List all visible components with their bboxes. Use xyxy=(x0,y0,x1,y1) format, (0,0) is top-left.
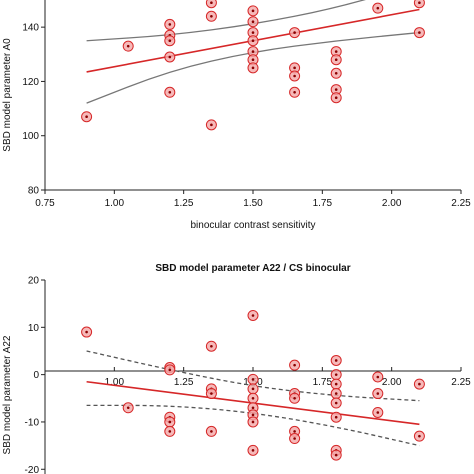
data-point xyxy=(330,378,342,390)
data-point xyxy=(372,2,384,14)
data-point xyxy=(330,46,342,58)
data-point xyxy=(247,35,259,47)
x-tick-label: 1.00 xyxy=(105,377,125,388)
data-point xyxy=(205,388,217,400)
y-tick-label: 0 xyxy=(33,370,39,381)
data-point xyxy=(330,397,342,409)
x-tick-label: 2.25 xyxy=(451,198,471,209)
data-point xyxy=(205,340,217,352)
data-point xyxy=(164,364,176,376)
x-tick-label: 2.00 xyxy=(382,377,402,388)
data-point xyxy=(413,430,425,442)
x-tick-label: 0.75 xyxy=(35,198,55,209)
data-point xyxy=(372,371,384,383)
data-point xyxy=(122,402,134,414)
data-point xyxy=(247,373,259,385)
data-point xyxy=(247,27,259,39)
chart-a22: SBD model parameter A22 / CS binocular 2… xyxy=(2,263,471,474)
data-point xyxy=(330,354,342,366)
data-point xyxy=(330,92,342,104)
y-ticks: 80 100 120 140 xyxy=(22,23,45,197)
x-tick-label: 2.25 xyxy=(451,377,471,388)
data-point xyxy=(247,444,259,456)
chart-a0: 80 100 120 140 0.75 1.00 1.25 1.50 1.75 2.00 2.25… xyxy=(2,0,471,231)
data-point xyxy=(330,67,342,79)
data-point xyxy=(164,86,176,98)
x-ticks: 0.75 1.00 1.25 1.50 1.75 2.00 2.25 xyxy=(35,190,471,209)
data-point xyxy=(247,16,259,28)
data-point xyxy=(372,388,384,400)
y-tick-label: 120 xyxy=(22,77,39,88)
x-tick-label: 1.75 xyxy=(313,377,333,388)
data-points xyxy=(81,0,425,131)
data-point xyxy=(372,406,384,418)
data-point xyxy=(164,18,176,30)
data-point xyxy=(413,27,425,39)
data-point xyxy=(413,0,425,9)
data-point xyxy=(247,383,259,395)
y-axis-label: SBD model parameter A22 xyxy=(2,335,13,454)
x-tick-label: 1.25 xyxy=(174,198,194,209)
data-point xyxy=(330,54,342,66)
data-point xyxy=(330,369,342,381)
chart-title: SBD model parameter A22 / CS binocular xyxy=(155,263,350,274)
y-tick-label: 80 xyxy=(28,186,40,197)
x-tick-label: 1.00 xyxy=(105,198,125,209)
y-tick-label: 140 xyxy=(22,23,39,34)
data-point xyxy=(247,62,259,74)
data-point xyxy=(289,62,301,74)
data-point xyxy=(413,378,425,390)
data-point xyxy=(289,70,301,82)
data-point xyxy=(164,416,176,428)
data-point xyxy=(164,35,176,47)
data-point xyxy=(330,411,342,423)
x-tick-label: 1.25 xyxy=(174,377,194,388)
x-tick-label: 1.75 xyxy=(313,198,333,209)
x-axis-label: binocular contrast sensitivity xyxy=(190,220,315,231)
y-tick-label: -10 xyxy=(25,417,40,428)
data-point xyxy=(247,416,259,428)
data-point xyxy=(81,111,93,123)
y-ticks: 20 10 0 -10 -20 xyxy=(25,276,45,474)
data-point xyxy=(247,309,259,321)
y-tick-label: -20 xyxy=(25,465,40,474)
data-point xyxy=(122,40,134,52)
y-tick-label: 100 xyxy=(22,131,39,142)
data-point xyxy=(289,392,301,404)
data-point xyxy=(289,359,301,371)
data-point xyxy=(289,433,301,445)
data-points xyxy=(81,309,425,461)
data-point xyxy=(330,449,342,461)
data-point xyxy=(81,326,93,338)
data-point xyxy=(289,86,301,98)
data-point xyxy=(205,10,217,22)
x-tick-label: 2.00 xyxy=(382,198,402,209)
data-point xyxy=(247,392,259,404)
y-axis-label: SBD model parameter A0 xyxy=(2,38,13,152)
data-point xyxy=(247,5,259,17)
data-point xyxy=(205,119,217,131)
x-tick-label: 1.50 xyxy=(243,198,263,209)
y-tick-label: 10 xyxy=(28,323,40,334)
data-point xyxy=(164,51,176,63)
data-point xyxy=(164,425,176,437)
data-point xyxy=(205,425,217,437)
y-tick-label: 20 xyxy=(28,276,40,287)
data-point xyxy=(205,0,217,9)
data-point xyxy=(330,388,342,400)
data-point xyxy=(289,27,301,39)
